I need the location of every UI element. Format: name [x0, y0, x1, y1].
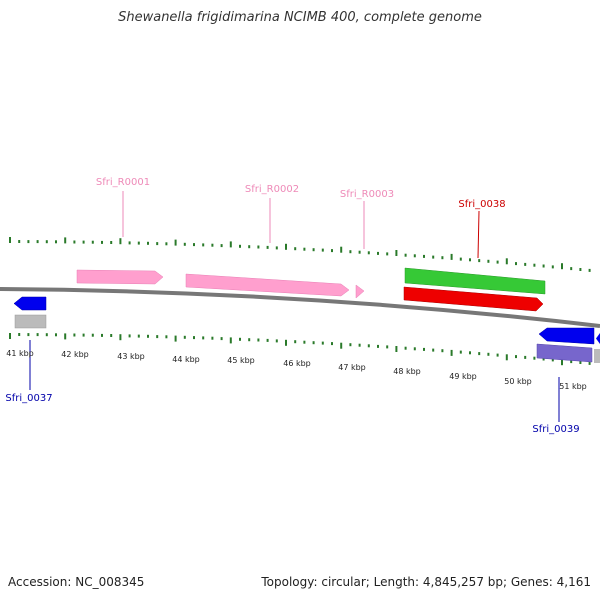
kbp-label: 44 kbp [172, 355, 200, 364]
cds-arrow-partial[interactable] [596, 333, 600, 344]
cds-arrow[interactable] [13, 296, 47, 311]
genome-backbone [0, 287, 600, 328]
kbp-label: 41 kbp [6, 349, 34, 358]
accession-text: Accession: NC_008345 [8, 575, 145, 589]
rna-arrow[interactable] [185, 273, 350, 297]
cds-arrow[interactable] [538, 327, 595, 345]
gene-label[interactable]: Sfri_R0003 [340, 189, 394, 200]
cds-gray-box-partial[interactable] [594, 349, 600, 363]
kbp-scale: 41 kbp 42 kbp 43 kbp 44 kbp 45 kbp 46 kb… [6, 349, 587, 391]
reverse-strand-ticks [9, 333, 591, 366]
feature-Sfri_R0001[interactable]: Sfri_R0001 [76, 177, 164, 285]
kbp-label: 47 kbp [338, 363, 366, 372]
rna-arrow[interactable] [355, 284, 365, 299]
gene-label[interactable]: Sfri_R0002 [245, 184, 299, 195]
cds-gray-box[interactable] [14, 314, 47, 329]
kbp-label: 42 kbp [61, 350, 89, 359]
rna-arrow[interactable] [76, 269, 164, 285]
feature-Sfri_R0003[interactable]: Sfri_R0003 [340, 189, 394, 299]
feature-Sfri_0039[interactable]: Sfri_0039 [532, 327, 600, 435]
kbp-label: 43 kbp [117, 352, 145, 361]
forward-strand-ticks [9, 237, 591, 272]
kbp-label: 45 kbp [227, 356, 255, 365]
feature-Sfri_R0002[interactable]: Sfri_R0002 [185, 184, 350, 297]
gene-label[interactable]: Sfri_R0001 [96, 177, 150, 188]
cds-hit-arrow[interactable] [403, 286, 544, 312]
gene-label[interactable]: Sfri_0039 [532, 424, 579, 435]
gene-label[interactable]: Sfri_0037 [5, 393, 52, 404]
kbp-label: 51 kbp [559, 382, 587, 391]
kbp-label: 49 kbp [449, 372, 477, 381]
cds-hit-box[interactable] [536, 343, 593, 363]
gene-label[interactable]: Sfri_0038 [458, 199, 505, 210]
kbp-label: 46 kbp [283, 359, 311, 368]
kbp-label: 50 kbp [504, 377, 532, 386]
topology-summary-text: Topology: circular; Length: 4,845,257 bp… [261, 575, 591, 589]
feature-Sfri_0038[interactable]: Sfri_0038 [403, 199, 546, 312]
kbp-label: 48 kbp [393, 367, 421, 376]
feature-Sfri_0037[interactable]: Sfri_0037 [5, 296, 53, 404]
map-title: Shewanella frigidimarina NCIMB 400, comp… [118, 10, 482, 25]
label-leader [477, 210, 480, 259]
cds-arrow[interactable] [404, 267, 546, 295]
